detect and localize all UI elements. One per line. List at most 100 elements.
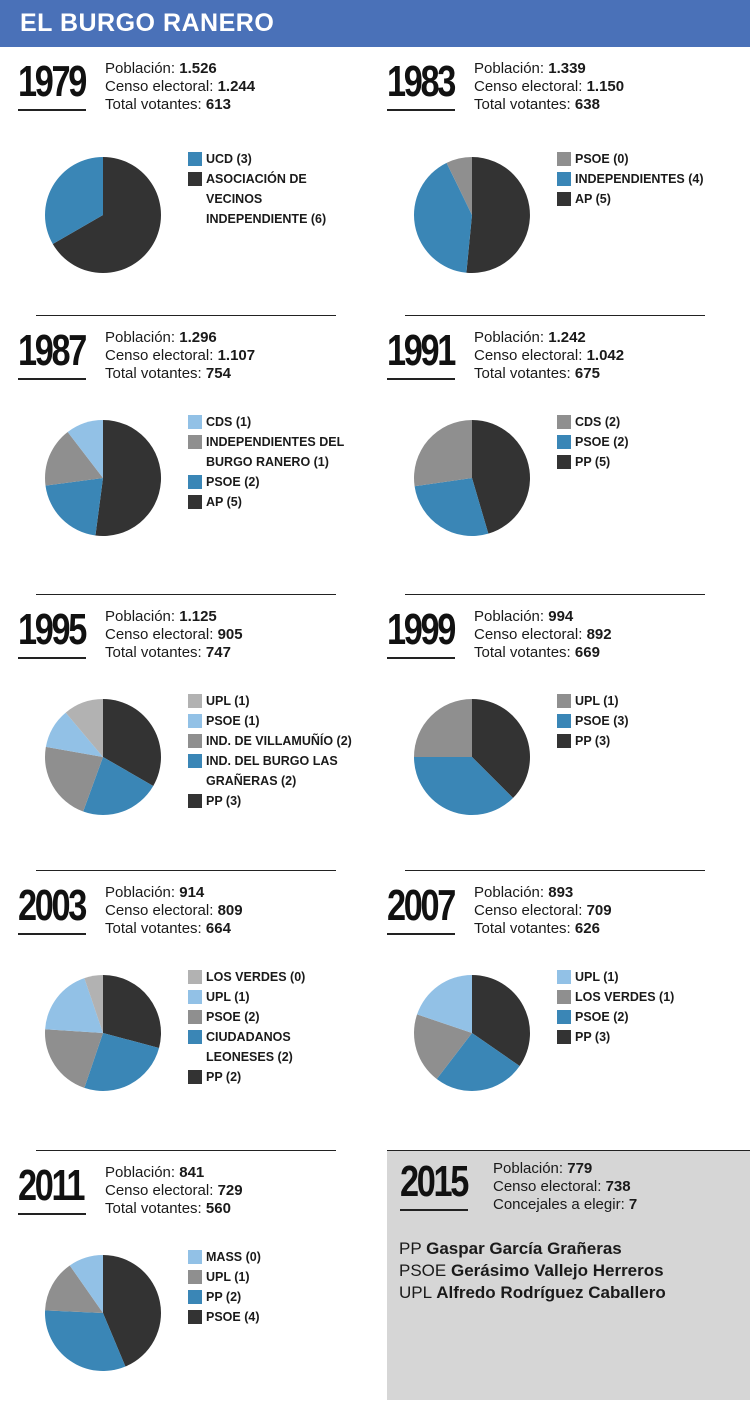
poblacion-label: Población: (474, 884, 545, 901)
votantes-label: Total votantes: (105, 644, 202, 661)
legend-swatch (188, 794, 202, 808)
pie-chart (44, 975, 161, 1091)
concejales-row: Concejales a elegir: 7 (493, 1196, 637, 1214)
votantes-label: Total votantes: (474, 644, 571, 661)
stats-block: Población: 914 Censo electoral: 809 Total … (105, 884, 243, 938)
pie-chart (413, 157, 530, 273)
poblacion-label: Población: (474, 329, 545, 346)
pie-slice (95, 420, 162, 536)
votantes-label: Total votantes: (105, 920, 202, 937)
censo-label: Censo electoral: (493, 1178, 602, 1195)
legend-item: CDS (2) (557, 412, 629, 432)
legend-swatch (188, 1030, 202, 1044)
poblacion-value: 1.339 (548, 60, 586, 77)
censo-value: 892 (586, 626, 612, 643)
votantes-label: Total votantes: (474, 920, 571, 937)
censo-row: Censo electoral: 892 (474, 626, 612, 644)
legend-label: LOS VERDES (0) (206, 970, 306, 984)
concejales-label: Concejales a elegir: (493, 1196, 625, 1213)
legend-swatch (557, 415, 571, 429)
poblacion-value: 1.296 (179, 329, 217, 346)
pie-chart (45, 420, 162, 536)
divider (36, 594, 336, 595)
poblacion-row: Población: 1.125 (105, 608, 243, 626)
legend-label: PSOE (2) (206, 475, 260, 489)
candidate-name: Gerásimo Vallejo Herreros (450, 1261, 664, 1280)
legend-item: PSOE (0) (557, 149, 704, 169)
legend-item: UPL (1) (557, 967, 674, 987)
year-label: 1999 (387, 605, 456, 654)
year-underline (18, 933, 86, 935)
legend-label: UPL (1) (206, 694, 250, 708)
censo-label: Censo electoral: (105, 1182, 214, 1199)
legend-label: PP (3) (575, 1030, 611, 1044)
censo-row: Censo electoral: 1.150 (474, 78, 624, 96)
legend: UCD (3) ASOCIACIÓN DE VECINOS INDEPENDIEN… (188, 149, 358, 229)
candidate-party: PP (399, 1239, 422, 1258)
divider (405, 315, 705, 316)
stats-block: Población: 893 Censo electoral: 709 Total … (474, 884, 612, 938)
votantes-value: 664 (205, 920, 231, 937)
legend-swatch (557, 455, 571, 469)
pie-slice (69, 1255, 103, 1313)
year-underline (18, 378, 86, 380)
pie-slice (84, 975, 103, 1033)
votantes-row: Total votantes: 747 (105, 644, 243, 662)
legend-swatch (557, 435, 571, 449)
pie-slice (413, 162, 472, 273)
censo-value: 809 (217, 902, 243, 919)
legend-label: MASS (0) (206, 1250, 261, 1264)
poblacion-value: 1.526 (179, 60, 217, 77)
legend-swatch (188, 714, 202, 728)
pie-slice (472, 975, 530, 1067)
election-section-2007: 2007 Población: 893 Censo electoral: 709 To… (387, 870, 727, 1140)
stats-block: Población: 779 Censo electoral: 738 Conc… (493, 1160, 637, 1214)
page-title: EL BURGO RANERO (20, 9, 275, 37)
votantes-row: Total votantes: 613 (105, 96, 255, 114)
censo-row: Censo electoral: 1.042 (474, 347, 624, 365)
legend-swatch (557, 694, 571, 708)
legend-item: PSOE (2) (188, 1007, 358, 1027)
legend-label: ASOCIACIÓN DE VECINOS INDEPENDIENTE (6) (206, 172, 327, 226)
votantes-row: Total votantes: 560 (105, 1200, 243, 1218)
legend-item: INDEPENDIENTES DEL BURGO RANERO (1) (188, 432, 344, 472)
votantes-label: Total votantes: (105, 365, 202, 382)
legend-item: PP (2) (188, 1067, 358, 1087)
legend-item: PP (3) (557, 1027, 674, 1047)
candidate-name: Alfredo Rodríguez Caballero (436, 1283, 666, 1302)
legend-swatch (188, 495, 202, 509)
stats-block: Población: 1.242 Censo electoral: 1.042 To… (474, 329, 624, 383)
votantes-row: Total votantes: 638 (474, 96, 624, 114)
poblacion-label: Población: (105, 1164, 176, 1181)
censo-label: Censo electoral: (105, 902, 214, 919)
legend-swatch (188, 415, 202, 429)
stats-block: Población: 841 Censo electoral: 729 Total … (105, 1164, 243, 1218)
censo-value: 1.107 (217, 347, 256, 364)
legend-label: PSOE (3) (575, 714, 629, 728)
pie-slice (44, 1029, 103, 1088)
legend: CDS (1) INDEPENDIENTES DEL BURGO RANERO (… (188, 412, 344, 512)
votantes-value: 669 (574, 644, 600, 661)
candidate-row: PSOE Gerásimo Vallejo Herreros (399, 1260, 666, 1282)
censo-value: 1.244 (217, 78, 256, 95)
legend-label: UPL (1) (575, 970, 619, 984)
legend-item: IND. DEL BURGO LAS GRAÑERAS (2) (188, 751, 358, 791)
censo-label: Censo electoral: (474, 626, 583, 643)
legend-item: PSOE (2) (188, 472, 344, 492)
votantes-row: Total votantes: 754 (105, 365, 255, 383)
legend-item: UPL (1) (557, 691, 629, 711)
year-underline (18, 109, 86, 111)
legend-swatch (188, 1070, 202, 1084)
legend-item: UPL (1) (188, 987, 358, 1007)
votantes-label: Total votantes: (105, 96, 202, 113)
legend-swatch (557, 1030, 571, 1044)
pie-slice (436, 1033, 520, 1091)
legend: LOS VERDES (0) UPL (1) PSOE (2) CIUDADANOS … (188, 967, 358, 1087)
divider (405, 594, 705, 595)
legend-label: PSOE (1) (206, 714, 260, 728)
legend-label: CDS (1) (206, 415, 252, 429)
pie-slice (45, 431, 103, 486)
pie-slice (472, 699, 530, 799)
pie-slice (417, 975, 472, 1033)
legend-label: IND. DEL BURGO LAS GRAÑERAS (2) (206, 754, 338, 788)
